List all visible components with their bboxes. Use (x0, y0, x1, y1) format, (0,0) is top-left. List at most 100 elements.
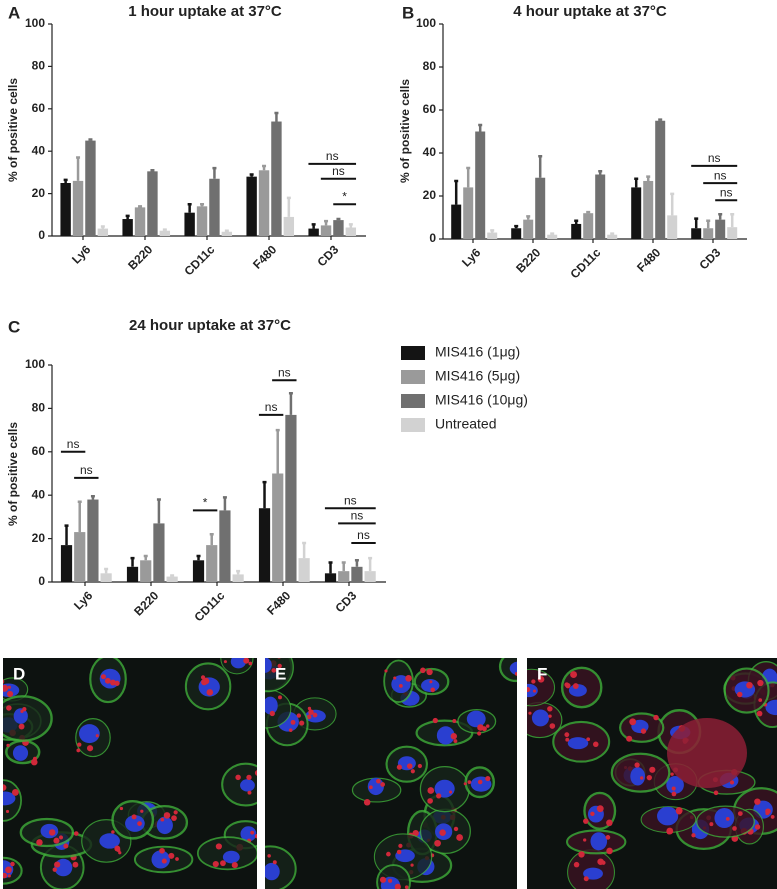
particle (737, 691, 743, 698)
y-tick-label: 80 (423, 59, 437, 73)
nucleus (630, 767, 646, 786)
particle (7, 690, 14, 697)
particle (212, 860, 219, 868)
particle (223, 660, 227, 664)
error-bar (730, 213, 735, 228)
nucleus (265, 658, 272, 673)
error-bar (212, 166, 217, 179)
error-bar (454, 179, 459, 205)
error-bar (262, 480, 267, 509)
chart-title: 1 hour uptake at 37°C (128, 3, 282, 20)
particle (110, 679, 116, 686)
panel-label: C (8, 317, 20, 336)
x-tick-label: B220 (125, 242, 155, 272)
significance-label: * (203, 496, 208, 510)
particle (268, 658, 272, 659)
particle (206, 689, 214, 696)
particle (640, 728, 647, 734)
particle (758, 698, 763, 702)
particle (363, 798, 371, 806)
significance-label: ns (708, 151, 721, 165)
particle (640, 776, 644, 780)
cell-membrane (221, 762, 257, 807)
x-tick-label: B220 (131, 588, 161, 618)
particle (368, 785, 373, 790)
particle (463, 782, 467, 786)
significance-label: ns (80, 463, 93, 477)
error-bar (574, 219, 579, 224)
particle (5, 866, 12, 874)
particle (131, 814, 137, 820)
particle (649, 766, 656, 773)
particle (376, 778, 381, 784)
error-bar (200, 202, 205, 207)
error-bar (354, 559, 359, 567)
y-tick-label: 20 (423, 188, 437, 202)
significance-label: ns (357, 528, 370, 542)
bar (351, 566, 363, 582)
panel-label: F (537, 664, 547, 683)
particle (405, 675, 412, 682)
error-bar (324, 219, 329, 226)
micrograph-content (527, 661, 777, 889)
particle (307, 706, 312, 711)
error-bar (490, 229, 495, 233)
particle (757, 679, 764, 687)
particle (514, 671, 517, 676)
micrograph: F (527, 658, 777, 889)
error-bar (76, 156, 81, 181)
particle (278, 695, 282, 700)
particle (629, 718, 637, 726)
bar (166, 576, 178, 582)
particle (306, 714, 312, 720)
particle (477, 779, 483, 785)
error-bar (610, 232, 615, 235)
particle (202, 677, 210, 685)
particle (770, 815, 775, 819)
particle (58, 835, 64, 840)
particle (605, 835, 611, 840)
panel-label: D (13, 664, 25, 683)
bar (209, 178, 220, 236)
particle (564, 732, 570, 738)
particle (453, 739, 458, 743)
nucleus (527, 683, 538, 698)
bar (547, 234, 558, 239)
error-bar (275, 428, 280, 474)
error-bar (236, 569, 241, 575)
nucleus (567, 737, 589, 750)
significance-label: ns (332, 164, 345, 178)
particle (223, 651, 229, 657)
particle (277, 658, 281, 659)
particle (436, 793, 442, 799)
bar (283, 216, 295, 236)
bar (655, 120, 666, 239)
particle (427, 787, 435, 794)
error-bar (209, 533, 214, 546)
significance-label: ns (326, 149, 339, 163)
particle (626, 735, 633, 742)
particle (111, 830, 115, 834)
error-bar (138, 205, 143, 208)
particle (432, 717, 438, 724)
particle (583, 876, 589, 882)
y-tick-label: 0 (429, 231, 436, 245)
significance-label: ns (351, 509, 364, 523)
bar (715, 219, 726, 239)
error-bar (368, 556, 373, 572)
particle (3, 872, 8, 879)
particle (175, 857, 179, 861)
error-bar (249, 173, 254, 177)
particle (449, 790, 453, 794)
particle (709, 822, 714, 827)
nucleus (765, 699, 777, 716)
nucleus (125, 815, 145, 832)
particle (520, 664, 525, 669)
significance-label: ns (714, 168, 727, 182)
bar (691, 228, 702, 239)
particle (537, 675, 545, 683)
particle (429, 680, 433, 684)
particle (73, 831, 79, 836)
significance-label: ns (720, 185, 733, 199)
particle (398, 683, 403, 688)
